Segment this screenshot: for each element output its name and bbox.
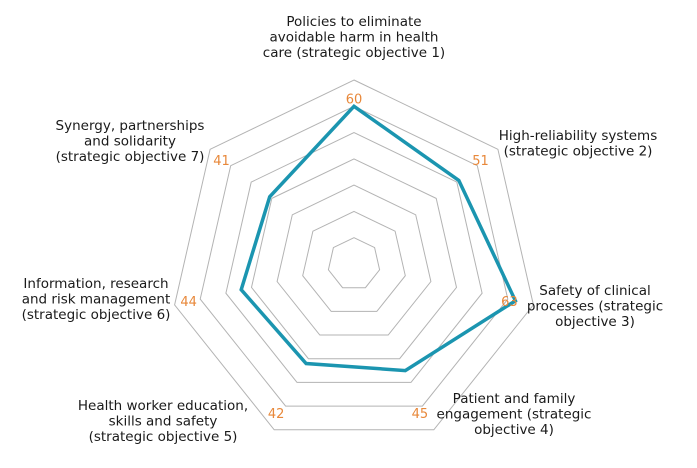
axis-label-7-line-3: (strategic objective 7): [56, 149, 205, 165]
axis-label-3-line-2: processes (strategic: [527, 299, 663, 315]
grid-ring-4: [250, 158, 458, 360]
axis-label-3-line-3: objective 3): [555, 314, 635, 330]
axis-label-7: Synergy, partnerships and solidarity (stra…: [56, 118, 205, 165]
data-polygon: [239, 103, 518, 373]
axis-label-4-line-1: Patient and family: [453, 391, 576, 407]
axis-label-4: Patient and family engagement (strategic o…: [437, 391, 592, 438]
value-label-3: 63: [501, 295, 518, 310]
axis-label-5-line-3: (strategic objective 5): [89, 429, 238, 445]
value-label-6: 44: [180, 295, 197, 310]
axis-label-1-line-3: care (strategic objective 1): [263, 45, 445, 61]
value-label-7: 41: [213, 154, 230, 169]
grid-ring-6: [199, 105, 509, 407]
axis-labels: Policies to eliminate avoidable harm in h…: [22, 14, 664, 445]
value-label-2: 51: [472, 154, 489, 169]
axis-label-7-line-1: Synergy, partnerships: [56, 118, 205, 134]
axis-label-2-line-2: (strategic objective 2): [504, 144, 653, 160]
axis-label-3: Safety of clinical processes (strategic ob…: [527, 283, 663, 330]
value-label-1: 60: [346, 92, 363, 107]
value-label-5: 42: [268, 407, 285, 422]
axis-label-2: High-reliability systems (strategic objec…: [499, 128, 657, 160]
radar-grid: [174, 79, 534, 431]
grid-ring-5: [225, 132, 483, 383]
grid-ring-2: [302, 210, 406, 312]
axis-label-4-line-2: engagement (strategic: [437, 407, 592, 423]
axis-label-1-line-1: Policies to eliminate: [286, 14, 421, 30]
axis-label-5-line-2: skills and safety: [109, 414, 218, 430]
axis-label-6-line-3: (strategic objective 6): [22, 307, 171, 323]
axis-label-6-line-2: and risk management: [22, 292, 171, 308]
axis-label-1: Policies to eliminate avoidable harm in h…: [263, 14, 445, 61]
axis-label-6-line-1: Information, research: [23, 276, 168, 292]
axis-label-1-line-2: avoidable harm in health: [270, 30, 439, 46]
value-labels: 60 51 63 45 42 44 41: [180, 92, 517, 422]
axis-label-7-line-2: and solidarity: [84, 134, 176, 150]
grid-ring-7: [174, 79, 534, 431]
radar-series: [239, 103, 518, 373]
axis-label-3-line-1: Safety of clinical: [539, 283, 650, 299]
axis-label-6: Information, research and risk management…: [22, 276, 171, 323]
grid-ring-3: [276, 184, 432, 336]
grid-ring-1: [327, 237, 381, 289]
axis-label-5: Health worker education, skills and safet…: [78, 398, 248, 445]
axis-label-5-line-1: Health worker education,: [78, 398, 248, 414]
value-label-4: 45: [412, 407, 429, 422]
axis-label-2-line-1: High-reliability systems: [499, 128, 657, 144]
axis-label-4-line-3: objective 4): [474, 422, 554, 438]
